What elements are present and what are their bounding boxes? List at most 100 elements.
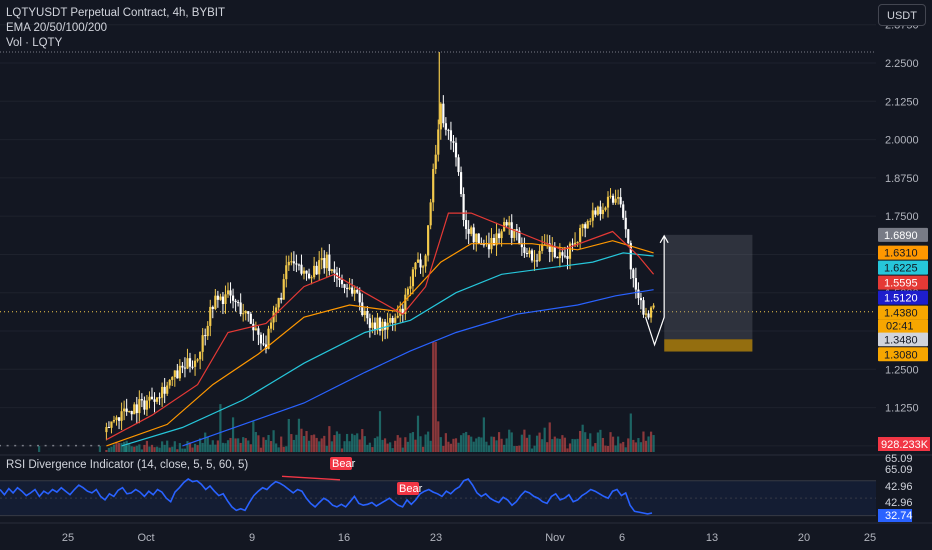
candle-body (204, 335, 207, 337)
volume-bar (181, 448, 184, 452)
candle-body (459, 172, 463, 195)
x-tick-label: 16 (338, 532, 350, 544)
candle-body (614, 198, 617, 203)
candle-body (209, 306, 212, 326)
volume-bar (295, 434, 298, 452)
price-label: 1.4380 (884, 308, 918, 320)
volume-bar (133, 446, 136, 452)
candle-body (158, 397, 161, 399)
volume-bar (107, 447, 111, 452)
candle-body (472, 227, 475, 243)
candle-body (394, 317, 397, 323)
volume-bar (216, 440, 219, 452)
candle-body (609, 195, 612, 197)
candle-body (75, 444, 77, 447)
volume-bar (487, 445, 491, 452)
volume-bar (467, 435, 470, 452)
candle-body (214, 295, 217, 309)
volume-bar (378, 411, 382, 452)
volume-bar (546, 442, 549, 452)
volume-bar (371, 447, 374, 452)
candle-body (249, 313, 252, 324)
candle-body (216, 295, 219, 300)
candle-body (145, 400, 149, 410)
candle-body (52, 444, 55, 447)
volume-bar (191, 447, 194, 452)
volume-bar (196, 445, 199, 452)
volume-bar (599, 429, 602, 452)
candle-body (199, 351, 202, 360)
volume-bar (609, 432, 612, 452)
rsi-indicator-title: RSI Divergence Indicator (14, close, 5, … (6, 459, 249, 471)
candle-body (515, 229, 518, 231)
volume-bar (313, 434, 316, 452)
volume-bar (257, 435, 260, 452)
volume-bar (305, 431, 308, 452)
bear-label: Bear (332, 458, 356, 470)
volume-bar (166, 440, 169, 452)
candle-body (267, 328, 270, 349)
volume-bar (642, 431, 645, 452)
candle-body (525, 252, 529, 254)
price-axis (876, 0, 932, 550)
candle-body (44, 444, 47, 447)
volume-bar (351, 433, 354, 452)
candle-body (589, 220, 592, 222)
volume-bar (548, 422, 551, 452)
volume-bar (404, 437, 407, 452)
volume-bar (401, 447, 404, 452)
volume-bar (275, 443, 278, 452)
volume-bar (315, 437, 318, 452)
volume-bar (135, 445, 138, 452)
candle-body (627, 229, 630, 244)
y-tick-label: 2.0000 (885, 135, 919, 147)
candle-body (368, 318, 371, 328)
volume-bar (145, 440, 149, 452)
price-label: 1.5120 (884, 293, 918, 305)
ema-20-line (106, 212, 655, 441)
volume-bar (148, 446, 151, 452)
candle-body (647, 313, 650, 318)
volume-bar (528, 434, 531, 452)
x-tick-label: Nov (545, 532, 565, 544)
candle-body (391, 318, 394, 323)
candle-body (649, 307, 653, 318)
volume-label: 928.233K (881, 439, 929, 451)
candle-body (269, 322, 273, 329)
candle-body (487, 243, 491, 250)
candle-body (325, 254, 328, 269)
candle-body (629, 243, 632, 270)
currency-button[interactable]: USDT (878, 4, 926, 26)
candle-body (563, 255, 567, 257)
price-label: 1.6310 (884, 248, 918, 260)
price-label-bg (878, 305, 928, 320)
volume-bar (576, 438, 579, 452)
volume-bar (120, 443, 123, 452)
volume-bar (178, 443, 181, 452)
candle-body (313, 265, 316, 278)
volume-bar (627, 438, 630, 452)
rsi-axis-label: 42.96 (885, 481, 913, 493)
candle-body (135, 404, 138, 414)
volume-bar (143, 444, 146, 452)
candle-body (237, 302, 240, 304)
candle-body (262, 343, 265, 345)
rsi-axis-label: 65.09 (885, 453, 913, 465)
candle-body (315, 265, 318, 275)
candle-body (229, 290, 232, 296)
candle-body (196, 359, 199, 361)
candle-body (193, 360, 197, 367)
candle-body (353, 289, 356, 294)
volume-bar (558, 438, 561, 452)
candle-body (449, 130, 453, 142)
volume-bar (442, 445, 445, 452)
volume-bar (505, 438, 508, 452)
volume-bar (543, 427, 546, 452)
price-label-bg (878, 227, 928, 242)
volume-bar (462, 433, 465, 452)
candle-body (302, 270, 306, 274)
candle-body (566, 256, 569, 259)
candle-body (396, 315, 399, 318)
candle-body (475, 233, 478, 243)
